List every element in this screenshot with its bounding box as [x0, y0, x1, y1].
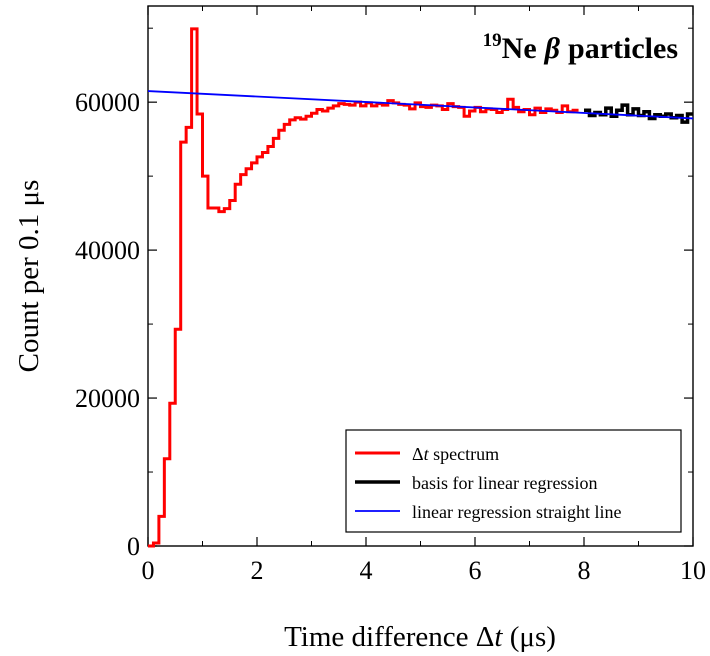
annotation-text: Ne	[502, 32, 537, 65]
series-layer	[147, 27, 694, 548]
chart-annotation: 19Ne β particles	[483, 30, 678, 65]
y-tick-label: 40000	[75, 236, 140, 265]
y-axis-label: Count per 0.1 μs	[13, 180, 45, 373]
annotation-superscript: 19	[483, 30, 502, 51]
legend: Δt spectrum basis for linear regression …	[345, 429, 682, 533]
x-tick-label: 6	[469, 556, 482, 585]
y-ticks: 0 20000 40000 60000	[75, 27, 693, 561]
x-tick-label: 8	[578, 556, 591, 585]
y-tick-label: 0	[127, 532, 140, 561]
legend-label-basis: basis for linear regression	[412, 473, 597, 493]
legend-label-regression: linear regression straight line	[412, 502, 621, 522]
annotation-symbol: β	[544, 32, 561, 65]
x-tick-label: 4	[360, 556, 373, 585]
y-tick-label: 20000	[75, 384, 140, 413]
x-tick-label: 2	[251, 556, 264, 585]
x-axis-label: Time difference Δt (μs)	[284, 621, 556, 653]
y-tick-label: 60000	[75, 88, 140, 117]
x-tick-label: 0	[142, 556, 155, 585]
x-tick-label: 10	[680, 556, 706, 585]
series-regression-line	[147, 90, 694, 120]
legend-label-spectrum: Δt spectrum	[412, 444, 499, 464]
annotation-rest: particles	[568, 32, 678, 65]
legend-box	[345, 429, 682, 533]
x-ticks: 0 2 4 6 8 10	[142, 6, 706, 585]
